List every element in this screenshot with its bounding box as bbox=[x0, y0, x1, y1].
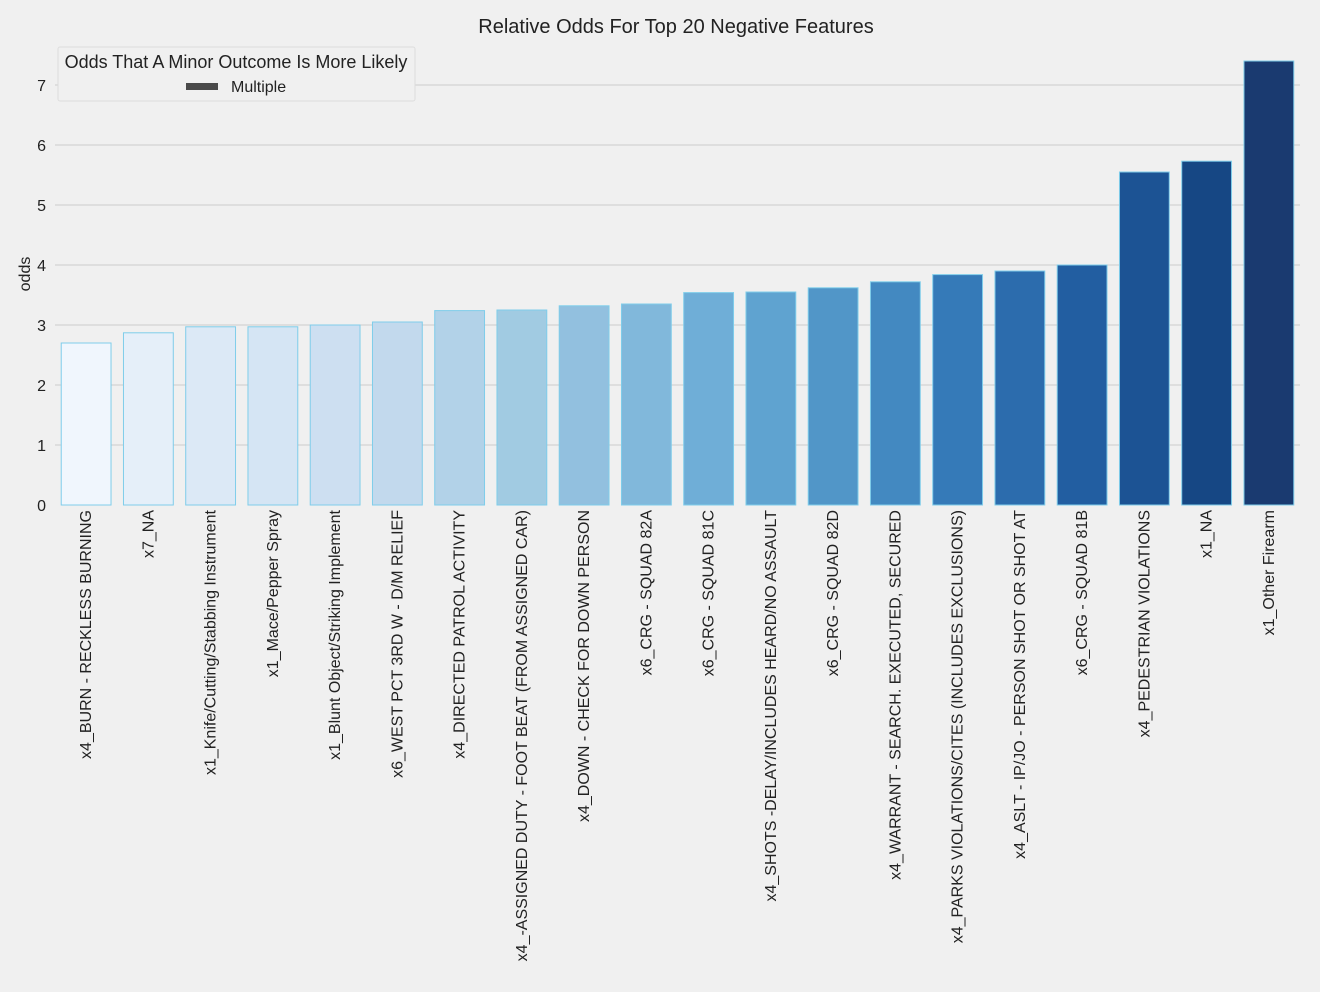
x-tick-label: x6_WEST PCT 3RD W - D/M RELIEF bbox=[389, 510, 406, 778]
x-tick-label: x1_Mace/Pepper Spray bbox=[265, 510, 282, 677]
x-tick-label: x6_CRG - SQUAD 81C bbox=[701, 510, 718, 676]
y-tick-label: 1 bbox=[37, 438, 46, 455]
y-tick-label: 7 bbox=[37, 78, 46, 95]
bar bbox=[309, 324, 361, 506]
x-tick-label: x4_BURN - RECKLESS BURNING bbox=[78, 510, 95, 759]
x-tick-label: x4_SHOTS -DELAY/INCLUDES HEARD/NO ASSAUL… bbox=[763, 510, 780, 902]
y-tick-label: 3 bbox=[37, 318, 46, 335]
bar bbox=[1181, 160, 1233, 506]
chart-title: Relative Odds For Top 20 Negative Featur… bbox=[478, 16, 873, 38]
y-tick-label: 6 bbox=[37, 138, 46, 155]
bar bbox=[745, 291, 797, 506]
bar bbox=[807, 287, 859, 506]
x-tick-label: x1_Blunt Object/Striking Implement bbox=[327, 509, 344, 759]
x-tick-label: x1_Knife/Cutting/Stabbing Instrument bbox=[203, 509, 220, 775]
x-tick-label: x4_DOWN - CHECK FOR DOWN PERSON bbox=[576, 510, 593, 822]
legend-swatch bbox=[186, 83, 218, 90]
bar bbox=[1243, 60, 1295, 506]
y-tick-label: 5 bbox=[37, 198, 46, 215]
gridlines bbox=[55, 84, 1300, 446]
y-axis-ticks: 0 1 2 3 4 5 6 7 bbox=[37, 78, 46, 515]
x-tick-label: x1_NA bbox=[1199, 510, 1216, 558]
bar bbox=[122, 332, 174, 506]
y-tick-label: 2 bbox=[37, 378, 46, 395]
bar bbox=[932, 274, 984, 506]
bar bbox=[869, 281, 921, 506]
x-tick-label: x4_PARKS VIOLATIONS/CITES (INCLUDES EXCL… bbox=[950, 510, 967, 943]
x-tick-label: x7_NA bbox=[140, 510, 157, 558]
x-axis-labels: x4_BURN - RECKLESS BURNING x7_NA x1_Knife/… bbox=[78, 509, 1278, 961]
x-tick-label: x4_DIRECTED PATROL ACTIVITY bbox=[452, 510, 469, 759]
bar bbox=[683, 292, 735, 506]
legend-title: Odds That A Minor Outcome Is More Likely bbox=[65, 52, 408, 72]
x-tick-label: x4_PEDESTRIAN VIOLATIONS bbox=[1136, 510, 1153, 737]
bar bbox=[371, 321, 423, 506]
bar bbox=[620, 303, 672, 506]
legend: Odds That A Minor Outcome Is More Likely… bbox=[57, 46, 416, 102]
bar bbox=[496, 309, 548, 506]
x-tick-label: x6_CRG - SQUAD 82D bbox=[825, 510, 842, 676]
x-tick-label: x4_-ASSIGNED DUTY - FOOT BEAT (FROM ASSI… bbox=[514, 510, 531, 961]
bars bbox=[60, 60, 1295, 506]
bar bbox=[247, 326, 299, 506]
bar bbox=[434, 310, 486, 506]
bar bbox=[558, 305, 610, 506]
bar bbox=[994, 270, 1046, 506]
x-tick-label: x1_Other Firearm bbox=[1261, 510, 1278, 635]
bar bbox=[185, 326, 237, 506]
bar bbox=[60, 342, 112, 506]
y-axis-title: odds bbox=[17, 257, 34, 292]
bar bbox=[1056, 264, 1108, 506]
legend-box bbox=[57, 46, 416, 102]
bar bbox=[1118, 171, 1170, 506]
x-tick-label: x6_CRG - SQUAD 82A bbox=[638, 510, 655, 676]
y-tick-label: 0 bbox=[37, 498, 46, 515]
x-tick-label: x4_ASLT - IP/JO - PERSON SHOT OR SHOT AT bbox=[1012, 510, 1029, 859]
x-tick-label: x6_CRG - SQUAD 81B bbox=[1074, 510, 1091, 675]
legend-entry: Multiple bbox=[231, 79, 286, 96]
x-tick-label: x4_WARRANT - SEARCH. EXECUTED, SECURED bbox=[887, 510, 904, 880]
y-tick-label: 4 bbox=[37, 258, 46, 275]
